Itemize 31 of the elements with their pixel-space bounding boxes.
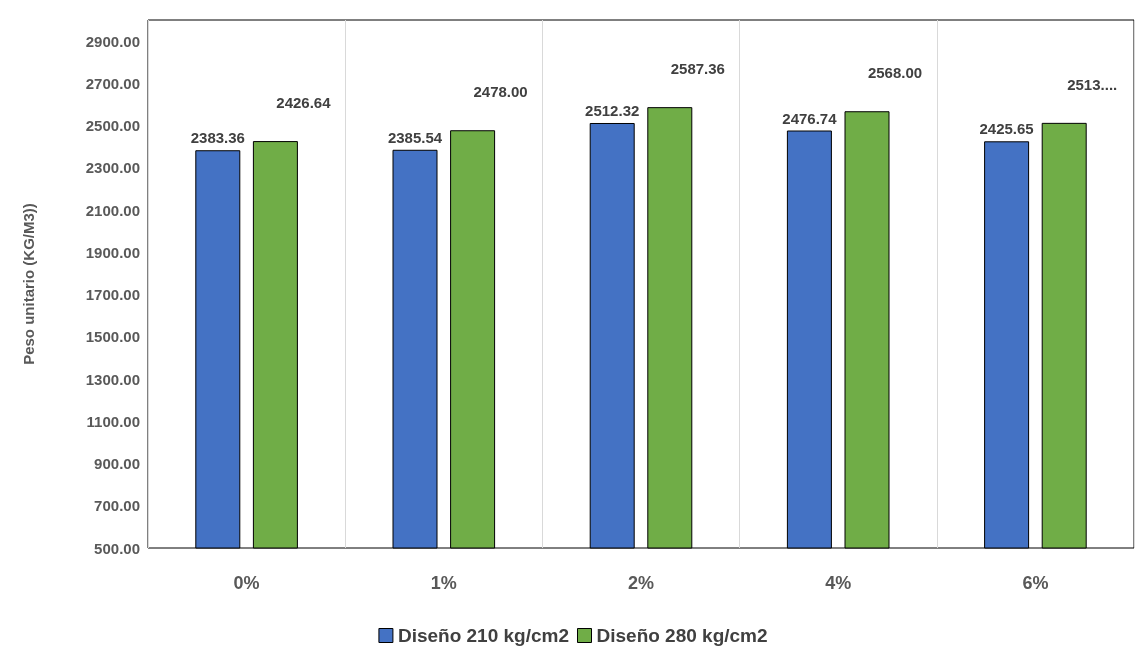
x-tick-label: 2% (627, 573, 655, 593)
legend-label: Diseño 280 kg/cm2 (596, 625, 768, 646)
data-label: 2476.74 (782, 109, 838, 127)
data-label: 2513.... (1067, 75, 1118, 93)
y-tick-label: 1100.00 (86, 412, 140, 430)
y-tick-label: 2100.00 (85, 201, 140, 219)
y-tick-label: 2700.00 (85, 74, 140, 92)
y-tick-label: 2300.00 (85, 159, 140, 177)
y-tick-label: 500.00 (94, 539, 140, 557)
data-label: 2383.36 (190, 129, 245, 147)
x-tick-label: 4% (825, 573, 852, 593)
y-tick-label: 2900.00 (85, 32, 140, 50)
y-tick-label: 2500.00 (85, 117, 140, 135)
legend-label: Diseño 210 kg/cm2 (397, 625, 570, 646)
y-tick-label: 700.00 (94, 497, 140, 515)
data-label: 2568.00 (867, 64, 923, 82)
data-label: 2385.54 (387, 128, 443, 146)
y-tick-label: 1300.00 (85, 370, 140, 388)
y-axis-title: Peso unitario (KG/M3)) (20, 203, 37, 365)
x-tick-label: 6% (1022, 573, 1049, 593)
x-tick-label: 1% (430, 573, 457, 593)
y-tick-label: 1500.00 (85, 328, 140, 346)
y-tick-label: 900.00 (94, 455, 140, 473)
y-tick-label: 1700.00 (85, 286, 140, 304)
data-label: 2512.32 (585, 102, 640, 119)
data-label: 2478.00 (473, 83, 528, 101)
data-label: 2426.64 (276, 94, 332, 112)
data-label: 2587.36 (670, 60, 725, 78)
x-tick-label: 0% (233, 573, 260, 593)
y-tick-label: 1900.00 (85, 243, 140, 261)
data-label: 2425.65 (979, 120, 1034, 138)
